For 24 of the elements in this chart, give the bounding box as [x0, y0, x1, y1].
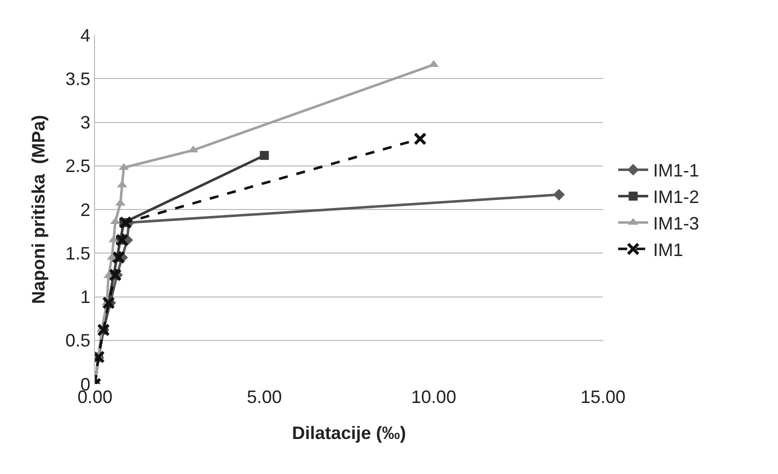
y-tick-label: 3: [80, 112, 90, 133]
point: [260, 150, 269, 160]
y-tick-label: 0.5: [65, 330, 90, 351]
y-axis-title: Naponi pritiska (MPa): [28, 114, 49, 304]
point: [112, 250, 126, 264]
legend-label: IM1-2: [653, 187, 700, 208]
point: [108, 268, 122, 282]
x-axis-title: Dilatacije (‰): [292, 423, 406, 444]
legend-label: IM1-1: [653, 160, 700, 181]
point: [553, 188, 565, 201]
point: [116, 234, 129, 247]
y-tick-label: 2.5: [65, 156, 90, 176]
x-tick-label: 10.00: [411, 387, 456, 407]
y-tick-label: 2: [80, 200, 90, 220]
point: [118, 216, 132, 230]
y-tick-label: 1.5: [65, 243, 90, 264]
y-tick-label: 3.5: [65, 68, 90, 89]
y-tick-label: 1: [80, 287, 90, 308]
x-tick-label: 5.00: [246, 387, 282, 407]
legend-label: IM1: [653, 240, 684, 260]
x-tick-label: 15.00: [580, 387, 626, 407]
legend-label: IM1-3: [653, 214, 700, 234]
point: [414, 132, 427, 146]
y-tick-label: 4: [80, 25, 90, 46]
